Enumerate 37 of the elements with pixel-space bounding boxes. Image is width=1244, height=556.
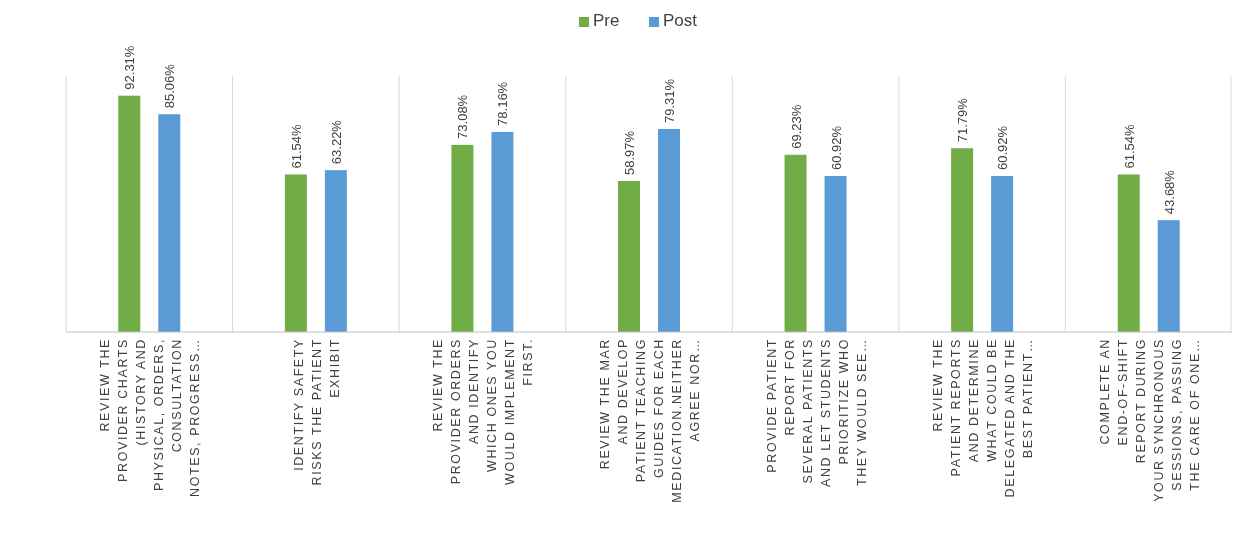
data-label: 61.54% [288,123,304,169]
data-label: 60.92% [995,125,1011,171]
legend-label: Pre [593,11,620,30]
bar [824,176,847,332]
bar [658,128,680,332]
data-label: 63.22% [328,119,344,165]
bar [784,154,807,332]
data-label: 73.08% [455,94,471,139]
bar [618,181,640,332]
data-label: 92.31% [122,45,138,90]
data-label: 69.23% [788,104,804,149]
legend-label: Post [663,11,698,30]
bar [991,176,1014,332]
bar [951,148,974,332]
data-label: 58.97% [622,130,637,176]
data-label: 43.68% [1161,169,1177,215]
bar [158,114,181,332]
x-tick-label: REVIEW THE MAR AND DEVELOP PATIENT TEACHING GUIDES FOR EACH MEDICATION.NEITHER AGREE NOR… [598,338,702,503]
data-label: 60.92% [828,125,844,171]
data-label: 85.06% [162,63,178,109]
x-tick-label: REVIEW THE PROVIDER CHARTS (HISTORY AND PHYSICAL, ORDERS, CONSULTATION NOTES, PROGRESS… [98,338,203,497]
x-tick-label: IDENTIFY SAFETY RISKS THE PATIENT EXHIBIT [291,338,342,486]
data-label: 61.54% [1121,123,1137,169]
bar [491,131,514,332]
x-tick-label: REVIEW THE PATIENT REPORTS AND DETERMINE WHAT COULD BE DELEGATED AND THE BEST PATIENT… [931,338,1036,498]
bar [284,174,307,332]
bar [1117,174,1140,332]
data-label: 71.79% [955,97,971,143]
bar [1157,220,1180,332]
x-tick-label: REVIEW THE PROVIDER ORDERS AND IDENTIFY WHICH ONES YOU WOULD IMPLEMENT FIRST. [431,338,536,485]
x-tick-label: COMPLETE AN END-OF-SHIFT REPORT DURING YOUR SYNCHRONOUS SESSIONS, PASSING THE CARE OF ONE… [1097,338,1202,502]
data-label: 79.31% [662,78,677,123]
bar [451,144,474,332]
x-tick-label: PROVIDE PATIENT REPORT FOR SEVERAL PATIENTS AND LET STUDENTS PRIORITIZE WHO THEY WOULD SEE… [764,338,869,488]
bar [324,170,347,332]
data-label: 78.16% [495,81,511,126]
bar [118,95,141,332]
